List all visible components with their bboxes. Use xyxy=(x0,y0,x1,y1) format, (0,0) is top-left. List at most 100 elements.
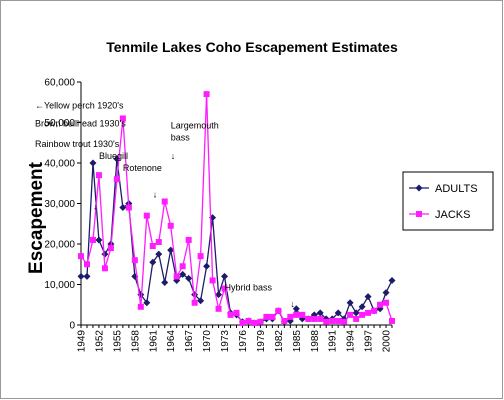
data-point-jacks xyxy=(263,313,270,320)
x-tick-label: 1994 xyxy=(346,330,357,353)
data-point-jacks xyxy=(281,317,288,324)
data-point-adults xyxy=(179,270,187,278)
data-point-jacks xyxy=(233,309,240,316)
data-point-jacks xyxy=(137,303,144,310)
y-tick-label: 10,000 xyxy=(44,280,75,291)
data-point-jacks xyxy=(185,236,192,243)
data-point-jacks xyxy=(245,317,252,324)
annotations: ←Yellow perch 1920's Brown bullhead 1930'… xyxy=(35,100,295,308)
annotation-label: ↓ xyxy=(171,151,176,161)
chart-title: Tenmile Lakes Coho Escapement Estimates xyxy=(106,39,398,55)
data-point-jacks xyxy=(95,172,102,179)
data-point-jacks xyxy=(125,204,132,211)
x-tick-label: 1976 xyxy=(238,330,249,353)
data-point-jacks xyxy=(78,253,84,260)
data-point-jacks xyxy=(131,257,138,264)
data-point-jacks xyxy=(227,311,234,318)
data-point-adults xyxy=(161,278,169,286)
data-point-adults xyxy=(167,246,175,254)
annotation-label: bass xyxy=(171,133,191,143)
data-point-jacks xyxy=(353,315,360,322)
data-point-adults xyxy=(101,250,109,258)
data-point-jacks xyxy=(371,307,378,314)
legend-label-jacks: JACKS xyxy=(435,209,470,221)
x-tick-label: 1964 xyxy=(166,330,177,353)
legend-marker-jacks xyxy=(416,211,422,217)
data-point-adults xyxy=(352,309,360,317)
data-point-adults xyxy=(346,299,354,307)
y-tick-label: 60,000 xyxy=(44,78,75,89)
data-point-adults xyxy=(77,272,85,280)
x-tick-label: 1952 xyxy=(94,330,105,353)
data-point-adults xyxy=(89,159,97,167)
x-tick-label: 1955 xyxy=(112,330,123,353)
legend-label-adults: ADULTS xyxy=(435,183,478,195)
annotation-label: Hybrid bass xyxy=(225,283,273,293)
data-point-jacks xyxy=(275,307,282,314)
data-point-jacks xyxy=(335,317,342,324)
series-adults xyxy=(77,155,396,327)
x-tick-label: 1979 xyxy=(256,330,267,353)
data-point-jacks xyxy=(107,245,114,252)
data-point-jacks xyxy=(389,317,395,324)
data-point-adults xyxy=(119,204,127,212)
data-point-jacks xyxy=(347,311,354,318)
data-point-jacks xyxy=(221,285,228,292)
series-jacks xyxy=(78,91,395,326)
y-tick-label: 40,000 xyxy=(44,159,75,170)
data-point-adults xyxy=(215,291,223,299)
y-axis-label: Escapement xyxy=(26,161,47,274)
data-point-jacks xyxy=(305,315,312,322)
data-point-jacks xyxy=(179,263,186,270)
data-point-jacks xyxy=(251,319,258,326)
data-point-jacks xyxy=(257,318,264,325)
x-tick-label: 1958 xyxy=(130,330,141,353)
annotation-label: Brown bullhead 1930's xyxy=(35,119,126,129)
y-tick-label: 30,000 xyxy=(44,199,75,210)
data-point-adults xyxy=(95,236,103,244)
legend: ADULTS JACKS xyxy=(402,171,494,231)
x-tick-label: 1961 xyxy=(148,330,159,353)
x-tick-label: 1949 xyxy=(77,330,88,353)
annotation-label: Largemouth xyxy=(171,121,219,131)
x-tick-label: 1973 xyxy=(220,330,231,353)
data-point-jacks xyxy=(359,311,366,318)
data-point-adults xyxy=(358,303,366,311)
data-point-jacks xyxy=(299,311,306,318)
x-tick-label: 1988 xyxy=(310,330,321,353)
data-point-jacks xyxy=(197,253,204,260)
data-point-jacks xyxy=(329,317,336,324)
data-point-jacks xyxy=(365,309,372,316)
data-point-adults xyxy=(382,289,390,297)
data-point-adults xyxy=(83,272,91,280)
data-point-adults xyxy=(155,250,163,258)
data-point-jacks xyxy=(191,299,198,306)
data-point-adults xyxy=(316,309,324,317)
data-point-jacks xyxy=(113,176,120,183)
x-tick-label: 2000 xyxy=(382,330,393,353)
data-point-jacks xyxy=(341,318,348,325)
data-point-jacks xyxy=(143,212,150,219)
data-point-jacks xyxy=(293,311,300,318)
data-point-jacks xyxy=(215,305,222,312)
axes: 0 10,000 20,000 30,000 40,000 50,000 60,000 194… xyxy=(44,78,392,353)
data-point-adults xyxy=(143,299,151,307)
annotation-label: ↓ xyxy=(290,299,295,309)
data-point-jacks xyxy=(323,318,330,325)
data-point-jacks xyxy=(155,238,162,245)
series-layer xyxy=(77,91,396,327)
annotation-label: ←Yellow perch 1920's xyxy=(35,100,124,110)
data-point-jacks xyxy=(101,265,108,272)
annotation-label: Rotenone xyxy=(123,163,162,173)
data-point-jacks xyxy=(119,115,126,122)
legend-marker-adults xyxy=(415,184,423,192)
data-point-jacks xyxy=(203,91,210,98)
data-point-jacks xyxy=(89,236,96,243)
data-point-adults xyxy=(197,297,205,305)
data-point-jacks xyxy=(83,261,90,268)
data-point-adults xyxy=(185,274,193,282)
annotation-label: Bluegill xyxy=(99,151,128,161)
y-tick-label: 50,000 xyxy=(44,118,75,129)
x-tick-label: 1997 xyxy=(364,330,375,353)
